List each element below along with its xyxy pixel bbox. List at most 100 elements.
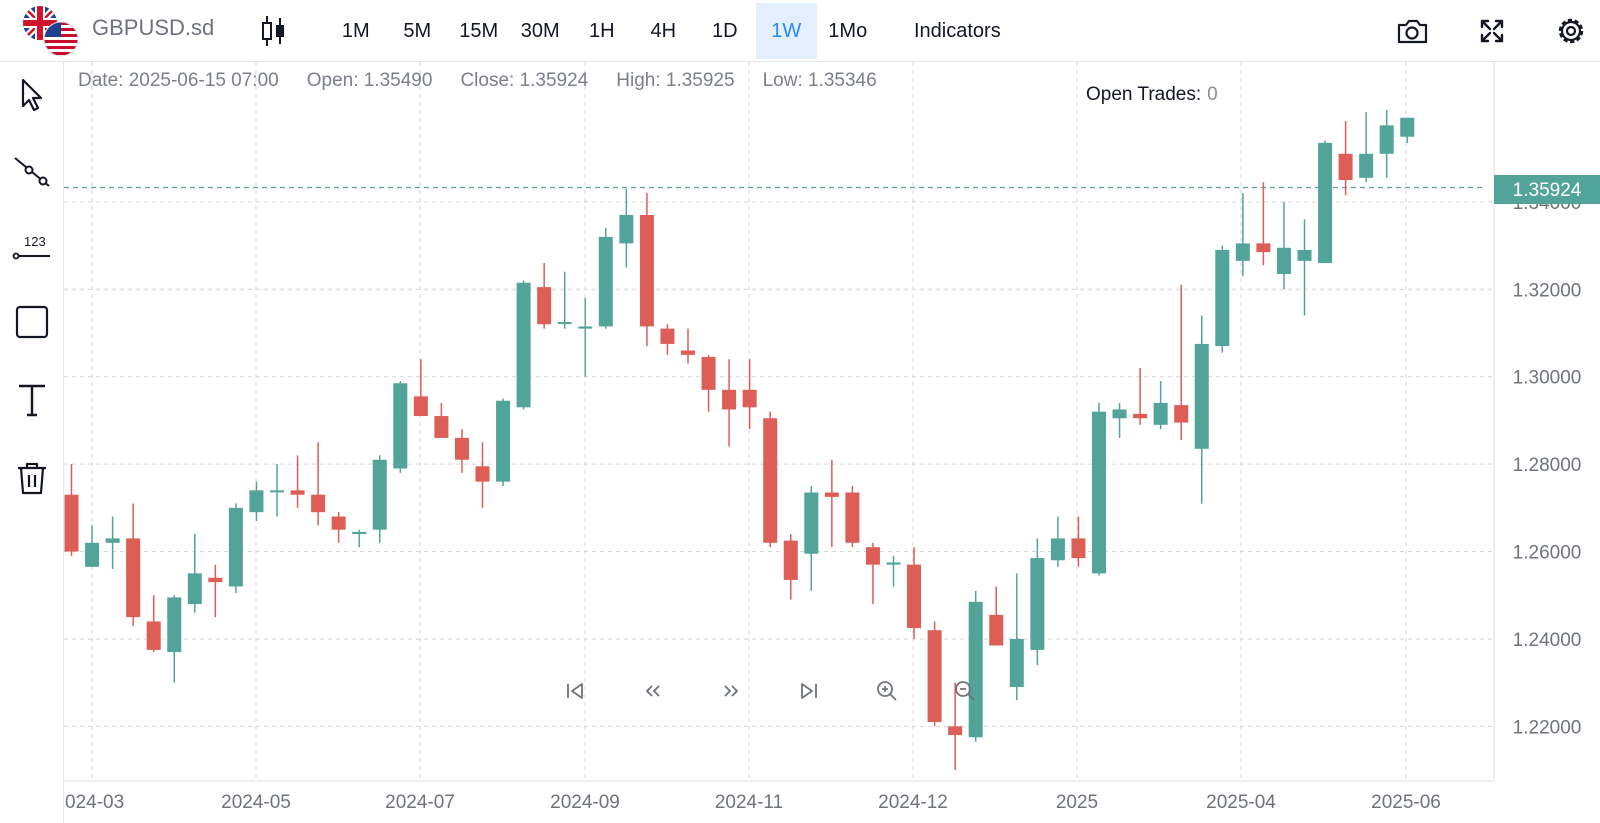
open-trades-label: Open Trades: (1086, 84, 1202, 105)
candle-body (639, 214, 654, 327)
flag-us-icon (43, 21, 79, 57)
candle (496, 398, 511, 486)
candle (516, 280, 531, 410)
rectangle-icon[interactable] (12, 302, 52, 342)
time-tick-label: 2025-06 (1371, 792, 1441, 813)
candle-body (496, 400, 511, 482)
last-price-tag-bg (1494, 175, 1600, 204)
candle-body (1092, 411, 1106, 574)
candle-body (249, 490, 264, 513)
candle-body (1071, 538, 1086, 559)
candle-body (372, 459, 387, 530)
candle (598, 228, 613, 329)
candle (639, 193, 654, 347)
candle (763, 411, 778, 548)
fullscreen-icon[interactable] (1475, 14, 1509, 48)
interval-1w[interactable]: 1W (755, 3, 817, 59)
candle (927, 621, 942, 727)
candle-body (1009, 638, 1024, 688)
candle (167, 595, 182, 683)
interval-30m[interactable]: 30M (520, 20, 560, 42)
candle (1338, 121, 1353, 196)
price-label-icon[interactable]: 123 (12, 229, 52, 269)
interval-1m[interactable]: 1M (341, 20, 370, 42)
candle-body (1276, 247, 1291, 274)
symbol-name[interactable]: GBPUSD.sd (92, 15, 215, 40)
indicators-button[interactable]: Indicators (914, 20, 1001, 42)
camera-icon[interactable] (1395, 14, 1429, 48)
settings-gear-icon[interactable] (1554, 14, 1588, 48)
candle (187, 534, 202, 613)
time-axis: 024-03 2024-05 2024-07 2024-09 2024-11 2024-1… (65, 792, 1441, 813)
candle-body (927, 630, 942, 722)
candle (845, 485, 860, 548)
price-tick-label: 1.28000 (1513, 455, 1582, 476)
candle-body (865, 547, 880, 565)
interval-1d[interactable]: 1D (711, 20, 738, 42)
candle-body (1318, 142, 1333, 264)
candle-body (681, 350, 695, 355)
trend-line-icon[interactable] (12, 153, 52, 193)
candle (393, 381, 408, 473)
candle (1256, 182, 1271, 266)
candle-body (331, 516, 346, 530)
candle-body (804, 492, 819, 554)
zoom-in-icon[interactable] (874, 678, 900, 704)
interval-selector: 1M 5M 15M 30M 1H 4H 1D 1W 1Mo (325, 3, 879, 59)
time-tick-label: 2024-12 (878, 792, 948, 813)
candle-body (598, 236, 613, 327)
cursor-arrow-icon[interactable] (12, 74, 52, 114)
candle-body (578, 326, 593, 329)
legend-low: Low: 1.35346 (762, 70, 877, 91)
time-tick-label: 2025 (1056, 792, 1098, 813)
candle-body (968, 601, 983, 738)
time-tick-label: 2024-05 (221, 792, 291, 813)
scroll-right-icon[interactable] (718, 678, 744, 704)
candle-body (886, 562, 901, 565)
scroll-left-icon[interactable] (640, 678, 666, 704)
last-page-icon[interactable] (796, 678, 822, 704)
candle-body (1359, 153, 1374, 178)
interval-1h[interactable]: 1H (588, 20, 615, 42)
candle (85, 525, 100, 567)
candle-body (85, 542, 100, 567)
candle (1153, 381, 1168, 430)
candle (1009, 573, 1024, 701)
candle (619, 188, 634, 268)
candle-body (1194, 343, 1209, 449)
candle-body (1112, 409, 1127, 419)
first-page-icon[interactable] (562, 678, 588, 704)
price-axis: 1.340001.320001.300001.280001.260001.240… (1513, 193, 1582, 738)
candle-body (701, 357, 716, 390)
interval-1mo[interactable]: 1Mo (828, 20, 868, 42)
candle (1318, 140, 1333, 264)
candle (331, 512, 346, 543)
candle-body (208, 577, 223, 583)
trash-icon[interactable] (12, 458, 52, 498)
time-tick-label: 2024-09 (550, 792, 620, 813)
candle-body (311, 494, 326, 513)
candle (1400, 117, 1415, 144)
candle-body (290, 490, 305, 495)
candle (804, 485, 819, 591)
candle (146, 595, 161, 653)
candle (208, 564, 223, 618)
candle-body (146, 621, 161, 650)
candle-body (1153, 402, 1168, 425)
legend-date: Date: 2025-06-15 07:00 (78, 70, 279, 91)
candlestick-type-icon[interactable] (259, 14, 289, 48)
zoom-out-icon[interactable] (952, 678, 978, 704)
candle-body (948, 726, 963, 736)
candle (311, 442, 326, 526)
interval-15m[interactable]: 15M (459, 20, 499, 42)
candle-body (1256, 243, 1271, 253)
candle (1112, 402, 1127, 438)
interval-5m[interactable]: 5M (403, 20, 432, 42)
candle (270, 464, 284, 517)
text-icon[interactable] (12, 380, 52, 420)
candle (454, 429, 469, 473)
candle (989, 586, 1004, 646)
interval-4h[interactable]: 4H (650, 20, 677, 42)
candle (660, 324, 675, 355)
